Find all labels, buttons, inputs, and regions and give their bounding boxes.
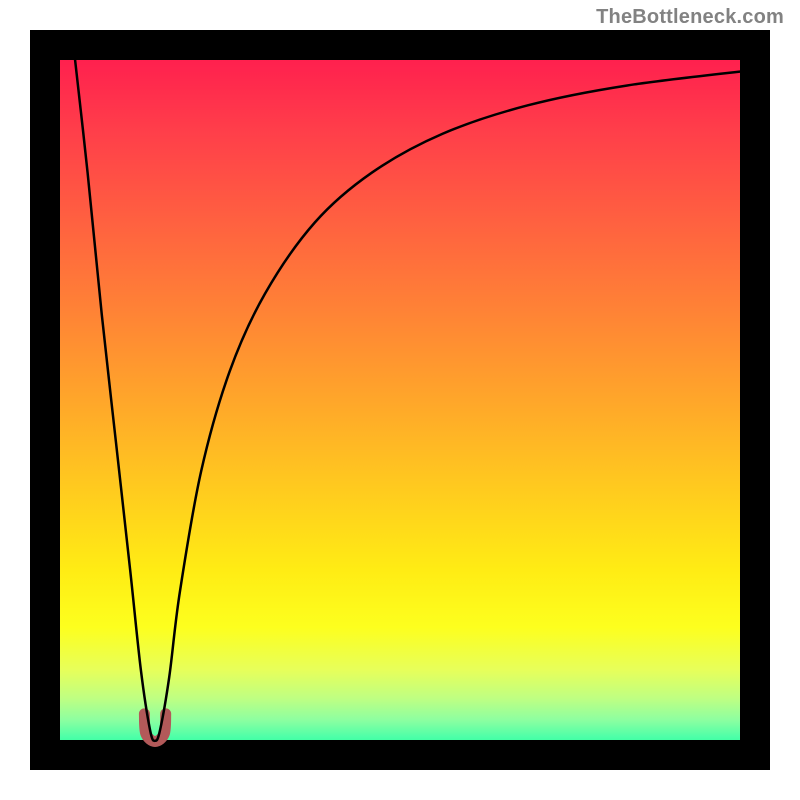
attribution-text: TheBottleneck.com xyxy=(596,6,784,29)
chart-container: { "attribution": { "text": "TheBottlenec… xyxy=(0,0,800,800)
bottleneck-chart xyxy=(0,0,800,800)
gradient-background xyxy=(45,45,755,755)
